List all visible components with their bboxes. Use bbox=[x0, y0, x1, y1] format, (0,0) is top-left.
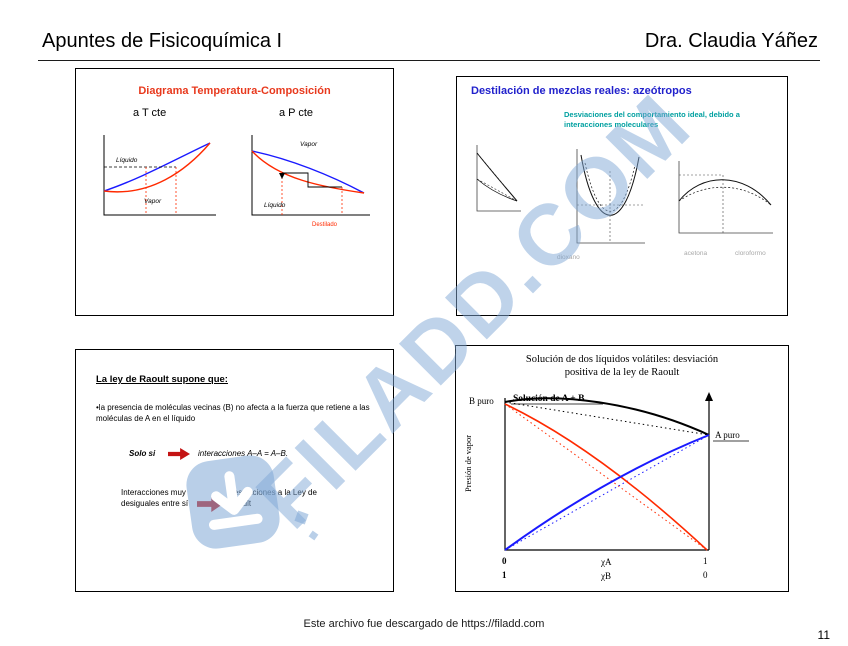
label-vapor: Vapor bbox=[144, 198, 162, 205]
slide-subtitle: Desviaciones del comportamiento ideal, d… bbox=[564, 110, 740, 129]
composition-guides bbox=[145, 167, 177, 215]
solucion-label: Solución de A + B bbox=[513, 394, 585, 404]
real-curve-2 bbox=[476, 178, 518, 202]
real-curve bbox=[476, 152, 518, 202]
pa-ideal-line bbox=[504, 434, 710, 551]
slide-title: Diagrama Temperatura-Composición bbox=[138, 85, 331, 97]
label-vapor: Vapor bbox=[300, 141, 318, 148]
interacciones-label: interacciones A–A = A–B. bbox=[198, 449, 289, 458]
label-liquido: Líquido bbox=[264, 202, 286, 209]
red-arrow-icon bbox=[197, 496, 223, 512]
slide-diagrama-temperatura-composicion: Diagrama Temperatura-Composición a T cte… bbox=[75, 68, 394, 316]
slide-desviacion-positiva: Solución de dos líquidos volátiles: desv… bbox=[455, 345, 789, 592]
page-title: Apuntes de Fisicoquímica I bbox=[42, 30, 283, 52]
total-ideal-line bbox=[504, 401, 710, 436]
label-liquido: Líquido bbox=[116, 157, 138, 164]
solo-si-label: Solo si bbox=[129, 449, 156, 458]
desviaciones-text: Desviaciones a la Ley de Raoult bbox=[228, 488, 317, 508]
axes bbox=[251, 135, 370, 216]
slide-title: La ley de Raoult supone que: bbox=[96, 374, 228, 385]
x2-right: 0 bbox=[703, 570, 708, 580]
deviation-diagram-1 bbox=[476, 145, 521, 212]
slide-title: Destilación de mezclas reales: azeótropo… bbox=[471, 85, 692, 97]
azeotrope-maximum-diagram bbox=[678, 161, 773, 234]
deviation-diagram-2 bbox=[576, 149, 645, 244]
interacciones-desiguales-text: Interacciones muy desiguales entre sí bbox=[121, 488, 189, 508]
axes bbox=[476, 145, 521, 212]
axes bbox=[103, 135, 216, 216]
temperature-composition-diagram: Vapor Líquido Destilado bbox=[251, 135, 370, 228]
slide-ley-de-raoult: La ley de Raoult supone que: •la presenc… bbox=[75, 349, 394, 592]
pb-ideal-line bbox=[504, 403, 708, 551]
lower-curve bbox=[678, 186, 772, 206]
x2-mid: χB bbox=[600, 571, 611, 581]
b-puro-label: B puro bbox=[469, 396, 494, 406]
arrowhead bbox=[279, 173, 285, 179]
up-arrowhead bbox=[705, 392, 713, 401]
red-arrow-icon bbox=[168, 448, 190, 460]
caption-p-cte: a P cte bbox=[279, 107, 314, 119]
pa-real-curve bbox=[504, 434, 710, 551]
partial-line bbox=[476, 178, 518, 202]
liquid-line bbox=[103, 142, 211, 192]
axes bbox=[678, 161, 773, 234]
distillation-steps bbox=[282, 172, 342, 188]
pb-real-curve bbox=[504, 403, 708, 551]
total-real-curve bbox=[504, 397, 710, 436]
x2-left: 1 bbox=[502, 570, 507, 580]
caption-cloroformo: cloroformo bbox=[735, 250, 766, 257]
header-divider bbox=[38, 60, 820, 61]
download-notice: Este archivo fue descargado de https://f… bbox=[303, 618, 545, 630]
pressure-composition-diagram: Líquido Vapor bbox=[103, 135, 216, 216]
y-axis-label: Presión de vapor bbox=[463, 435, 473, 492]
page-number: 11 bbox=[817, 628, 830, 642]
x1-right: 1 bbox=[703, 556, 708, 566]
slide-title-line2: positiva de la ley de Raoult bbox=[564, 367, 680, 378]
slide-title-line1: Solución de dos líquidos volátiles: desv… bbox=[525, 354, 719, 365]
outer-u-curve bbox=[580, 154, 640, 216]
caption-acetona: acetona bbox=[684, 250, 708, 257]
slide-destilacion-azeotropos: Destilación de mezclas reales: azeótropo… bbox=[456, 76, 788, 316]
composition-guides bbox=[281, 173, 343, 215]
caption-dioxano: dioxano bbox=[557, 254, 580, 261]
vapor-curve bbox=[251, 150, 365, 194]
upper-curve bbox=[678, 179, 772, 206]
axes bbox=[576, 149, 645, 244]
x1-mid: χA bbox=[600, 557, 612, 567]
label-destilado: Destilado bbox=[312, 222, 338, 228]
caption-t-cte: a T cte bbox=[133, 107, 167, 119]
author-name: Dra. Claudia Yáñez bbox=[644, 30, 818, 52]
bullet-text: •la presencia de moléculas vecinas (B) n… bbox=[96, 403, 370, 424]
x1-left: 0 bbox=[502, 556, 507, 566]
liquid-curve bbox=[251, 150, 365, 194]
vapor-curve bbox=[103, 142, 211, 193]
inner-u-curve bbox=[584, 162, 636, 212]
vapor-pressure-chart: B puro Solución de A + B A puro Presión … bbox=[463, 392, 749, 581]
a-puro-label: A puro bbox=[715, 430, 740, 440]
